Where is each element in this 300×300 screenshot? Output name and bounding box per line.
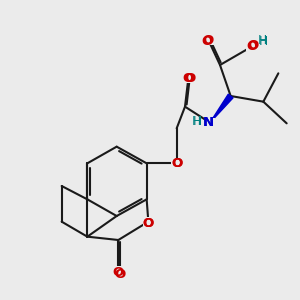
Text: H: H [193, 115, 202, 128]
Text: O: O [183, 72, 194, 85]
Text: O: O [246, 40, 257, 53]
Text: N: N [203, 116, 214, 129]
FancyBboxPatch shape [246, 42, 257, 51]
FancyBboxPatch shape [143, 217, 154, 226]
Text: O: O [114, 268, 125, 281]
Text: O: O [171, 157, 182, 170]
FancyBboxPatch shape [203, 35, 214, 44]
FancyBboxPatch shape [183, 74, 194, 83]
FancyBboxPatch shape [171, 159, 182, 168]
Text: H: H [191, 115, 200, 128]
Text: O: O [143, 217, 154, 230]
Text: O: O [201, 35, 212, 48]
Text: N: N [203, 116, 214, 129]
Polygon shape [210, 94, 233, 123]
Text: H: H [258, 35, 268, 48]
Text: O: O [203, 34, 214, 46]
Text: O: O [143, 217, 154, 230]
Text: O: O [113, 266, 124, 280]
Text: O: O [184, 72, 196, 85]
FancyBboxPatch shape [205, 118, 215, 127]
Text: O: O [171, 157, 182, 170]
Text: O: O [248, 39, 259, 52]
Text: H: H [257, 34, 267, 47]
FancyBboxPatch shape [113, 266, 124, 274]
